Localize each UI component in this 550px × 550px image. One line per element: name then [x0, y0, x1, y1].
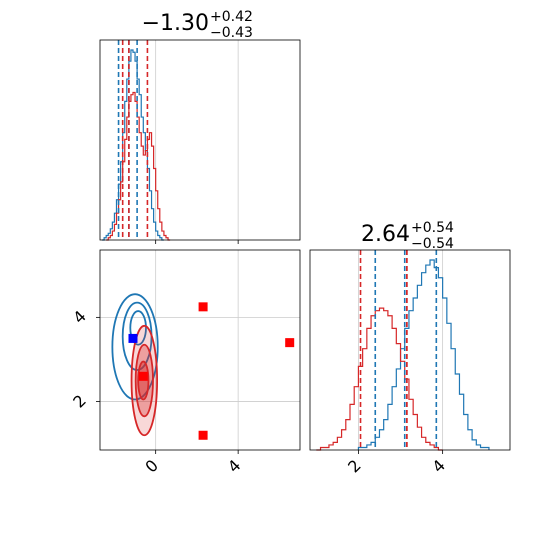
marker-4 [128, 333, 138, 343]
histogram-param2-series [316, 259, 490, 451]
histogram-param1-panel [99, 39, 301, 244]
histogram-series-1 [106, 91, 171, 241]
x-tick-label-1: 4 [224, 456, 245, 477]
marker-3 [198, 430, 208, 440]
title-param1-median: −1.30 [142, 11, 209, 36]
histogram-series-0 [357, 259, 490, 450]
histogram-param2-quantiles [359, 250, 438, 450]
title-param2-minus: −0.54 [411, 236, 454, 252]
scatter-contour-series [111, 293, 159, 437]
title-param2: 2.64 +0.54 −0.54 [361, 220, 454, 252]
title-param1-minus: −0.43 [210, 25, 253, 41]
scatter-contour-markers [128, 302, 295, 440]
histogram-param1-series [102, 49, 171, 241]
x-tick-label-0: 0 [141, 456, 162, 477]
title-param2-median: 2.64 [361, 222, 410, 247]
title-param1-plus: +0.42 [210, 9, 253, 25]
histogram-param1-quantiles [117, 40, 149, 240]
title-param1: −1.30 +0.42 −0.43 [142, 9, 253, 41]
x-tick-label-1: 4 [428, 456, 449, 477]
histogram-param1-ticks [155, 240, 239, 244]
title-param2-plus: +0.54 [411, 220, 454, 236]
marker-0 [198, 302, 208, 312]
scatter-contour-grid [100, 250, 300, 450]
marker-2 [138, 371, 148, 381]
contour-series-0-level-0 [111, 293, 159, 401]
y-tick-label-0: 2 [69, 391, 90, 412]
x-tick-label-0: 2 [344, 456, 365, 477]
scatter-contour-panel: 0 4 2 4 [69, 249, 301, 477]
histogram-param1-grid [155, 40, 239, 240]
histogram-param2-frame [309, 249, 511, 451]
scatter-contour-frame [99, 249, 301, 451]
contour-series-0-level-2 [129, 310, 147, 346]
histogram-param1-frame [99, 39, 301, 241]
histogram-series-1 [316, 307, 443, 451]
y-tick-label-1: 4 [69, 307, 90, 328]
marker-1 [285, 338, 295, 348]
histogram-series-0 [102, 49, 164, 241]
